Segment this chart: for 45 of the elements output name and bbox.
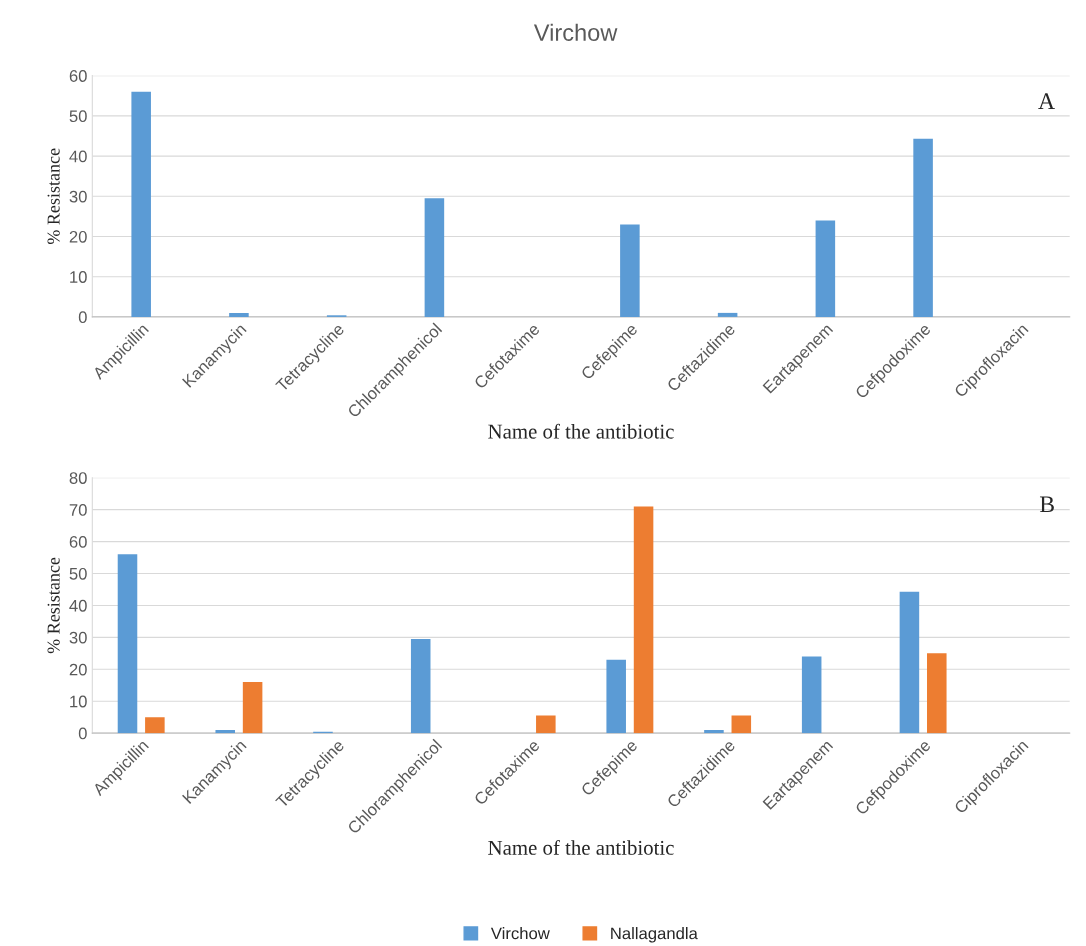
bar [145, 717, 165, 734]
bar [913, 138, 933, 317]
bar [620, 224, 640, 317]
y-tick-label: 40 [69, 599, 87, 612]
y-tick-label: 40 [69, 150, 87, 163]
bar [731, 715, 752, 734]
bar [229, 312, 249, 317]
y-tick-label: 50 [69, 567, 87, 580]
chart-title: Virchow [533, 23, 618, 41]
y-tick-label: 30 [69, 631, 87, 644]
x-axis-title: Name of the antibiotic [488, 423, 674, 439]
legend-label: Nallagandla [611, 927, 698, 943]
bar [633, 506, 654, 734]
y-tick-label: 10 [70, 695, 87, 708]
bar [424, 198, 445, 317]
bar [536, 715, 556, 734]
bar [704, 729, 724, 734]
y-tick-label: 70 [69, 504, 87, 516]
y-tick-label: 50 [69, 110, 87, 123]
bar [717, 312, 738, 317]
y-tick-label: 80 [69, 472, 87, 484]
bar [815, 220, 836, 317]
annotation: A [1038, 93, 1055, 109]
x-axis-title: Name of the antibiotic [488, 839, 674, 855]
y-tick-label: 60 [69, 70, 87, 82]
y-axis-title: % Resistance [47, 148, 60, 245]
y-tick-label: 30 [69, 190, 87, 203]
legend-label: Virchow [490, 927, 550, 940]
y-tick-label: 0 [78, 727, 87, 740]
bar [927, 653, 947, 734]
bar [242, 682, 263, 734]
bar [131, 91, 151, 317]
bar [215, 729, 236, 734]
bar [117, 554, 138, 734]
y-tick-label: 10 [70, 271, 87, 283]
y-tick-label: 20 [69, 663, 87, 676]
y-tick-label: 20 [69, 230, 87, 243]
y-axis-title: % Resistance [47, 557, 60, 654]
bar [606, 659, 626, 734]
y-tick-label: 0 [78, 311, 87, 324]
bar [410, 638, 431, 734]
bar [801, 656, 822, 734]
bar [899, 591, 920, 734]
annotation: B [1039, 496, 1054, 513]
y-tick-label: 60 [69, 535, 87, 548]
